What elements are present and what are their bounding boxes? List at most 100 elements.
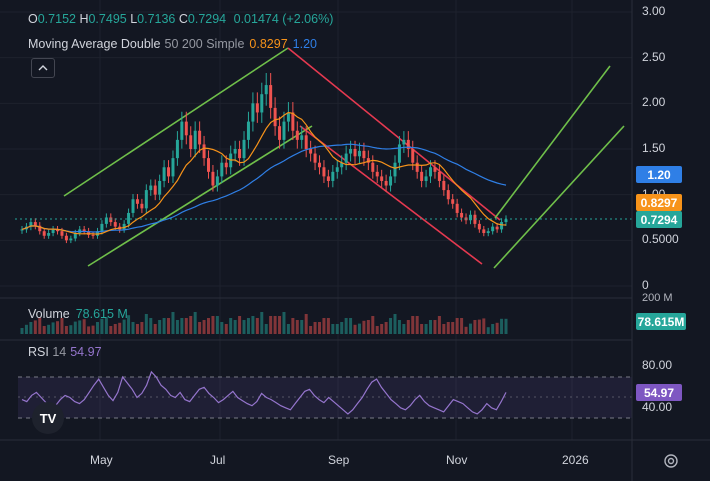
volume-bar <box>158 320 162 334</box>
time-axis-label: Jul <box>210 453 226 467</box>
candle-body <box>47 233 51 236</box>
candle-body <box>233 149 237 154</box>
candle-body <box>131 199 135 213</box>
volume-bar <box>264 324 268 334</box>
volume-bar <box>242 320 246 334</box>
volume-legend[interactable]: Volume 78.615 M <box>28 307 128 321</box>
price-axis-tick: 2.50 <box>642 49 666 64</box>
volume-bar <box>91 325 95 334</box>
candle-body <box>29 222 33 227</box>
candle-body <box>184 121 188 136</box>
candle-body <box>286 112 290 122</box>
volume-bar <box>251 316 255 334</box>
candle-body <box>153 185 157 195</box>
volume-bar <box>460 318 464 334</box>
volume-bar <box>500 318 504 334</box>
candle-body <box>460 212 464 218</box>
volume-bar <box>286 324 290 334</box>
candle-body <box>60 231 64 236</box>
volume-bar <box>291 318 295 334</box>
candle-body <box>175 139 179 159</box>
volume-bar <box>167 318 171 334</box>
candle-body <box>477 223 481 230</box>
candle-body <box>140 203 144 209</box>
candle-body <box>291 112 295 131</box>
candle-body <box>42 231 46 236</box>
volume-bar <box>273 316 277 334</box>
volume-bar <box>335 324 339 334</box>
volume-bar <box>118 322 122 334</box>
candle-body <box>331 171 335 181</box>
volume-bar <box>366 320 370 334</box>
candle-body <box>397 144 401 163</box>
candle-body <box>362 150 366 159</box>
tradingview-logo[interactable]: TV <box>32 402 64 434</box>
candle-body <box>504 219 508 223</box>
volume-bar <box>233 320 237 334</box>
volume-bar <box>380 324 384 334</box>
volume-bar <box>371 316 375 334</box>
candle-body <box>451 199 455 204</box>
volume-bar <box>73 321 77 334</box>
price-axis-tick: 3.00 <box>642 4 666 18</box>
volume-bar <box>362 320 366 334</box>
volume-bar <box>255 318 259 334</box>
candle-body <box>264 85 268 95</box>
candle-body <box>282 121 286 140</box>
rsi-axis-tick: 40.00 <box>642 400 673 414</box>
candle-body <box>127 212 131 224</box>
time-axis-label: May <box>90 453 113 467</box>
candle-body <box>384 180 388 186</box>
candle-body <box>167 167 171 177</box>
volume-bar <box>193 312 197 334</box>
trend-channels <box>63 47 625 269</box>
candle-body <box>433 167 437 172</box>
candle-body <box>158 180 162 195</box>
volume-bar <box>420 324 424 334</box>
volume-bar <box>140 322 144 334</box>
volume-bar <box>162 318 166 334</box>
candle-body <box>171 158 175 177</box>
volume-bars <box>20 312 508 334</box>
volume-bar <box>131 322 135 334</box>
candle-body <box>220 162 224 177</box>
candle-body <box>326 176 330 181</box>
trend-line <box>493 125 625 269</box>
volume-bar <box>269 316 273 334</box>
price-axis-tick: 0.5000 <box>642 232 679 247</box>
trend-line <box>287 47 501 221</box>
candle-body <box>318 162 322 168</box>
candle-body <box>375 171 379 177</box>
volume-bar <box>33 320 37 334</box>
volume-bar <box>38 317 42 334</box>
candle-body <box>255 103 259 113</box>
volume-bar <box>82 319 86 334</box>
volume-bar <box>224 324 228 334</box>
trend-line <box>63 47 289 197</box>
volume-bar <box>384 322 388 334</box>
collapse-legend-button[interactable] <box>31 58 55 78</box>
candle-body <box>446 190 450 200</box>
volume-bar <box>127 315 131 334</box>
volume-bar <box>446 322 450 334</box>
settings-gear-icon[interactable] <box>662 452 680 470</box>
candle-body <box>91 234 95 236</box>
candle-body <box>322 167 326 177</box>
candle-body <box>260 94 264 113</box>
volume-bar <box>433 320 437 334</box>
candle-body <box>242 139 246 159</box>
price-axis-tick: 2.00 <box>642 95 666 110</box>
volume-bar <box>357 323 361 334</box>
candle-body <box>238 149 242 159</box>
rsi-legend[interactable]: RSI 14 54.97 <box>28 345 102 359</box>
volume-bar <box>491 324 495 334</box>
candle-body <box>20 229 24 231</box>
volume-bar <box>149 318 153 334</box>
ma-legend[interactable]: Moving Average Double 50 200 Simple 0.8297… <box>28 37 317 51</box>
volume-bar <box>442 324 446 334</box>
volume-bar <box>78 320 82 334</box>
volume-bar <box>206 318 210 334</box>
candle-body <box>309 149 313 154</box>
volume-bar <box>153 324 157 334</box>
